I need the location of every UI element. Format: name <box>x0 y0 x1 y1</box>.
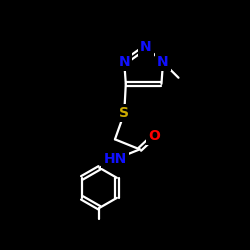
Text: N: N <box>118 55 130 69</box>
Text: HN: HN <box>103 152 126 166</box>
Text: O: O <box>148 129 160 143</box>
Text: N: N <box>157 55 169 69</box>
Text: S: S <box>119 106 129 120</box>
Text: N: N <box>140 40 152 54</box>
